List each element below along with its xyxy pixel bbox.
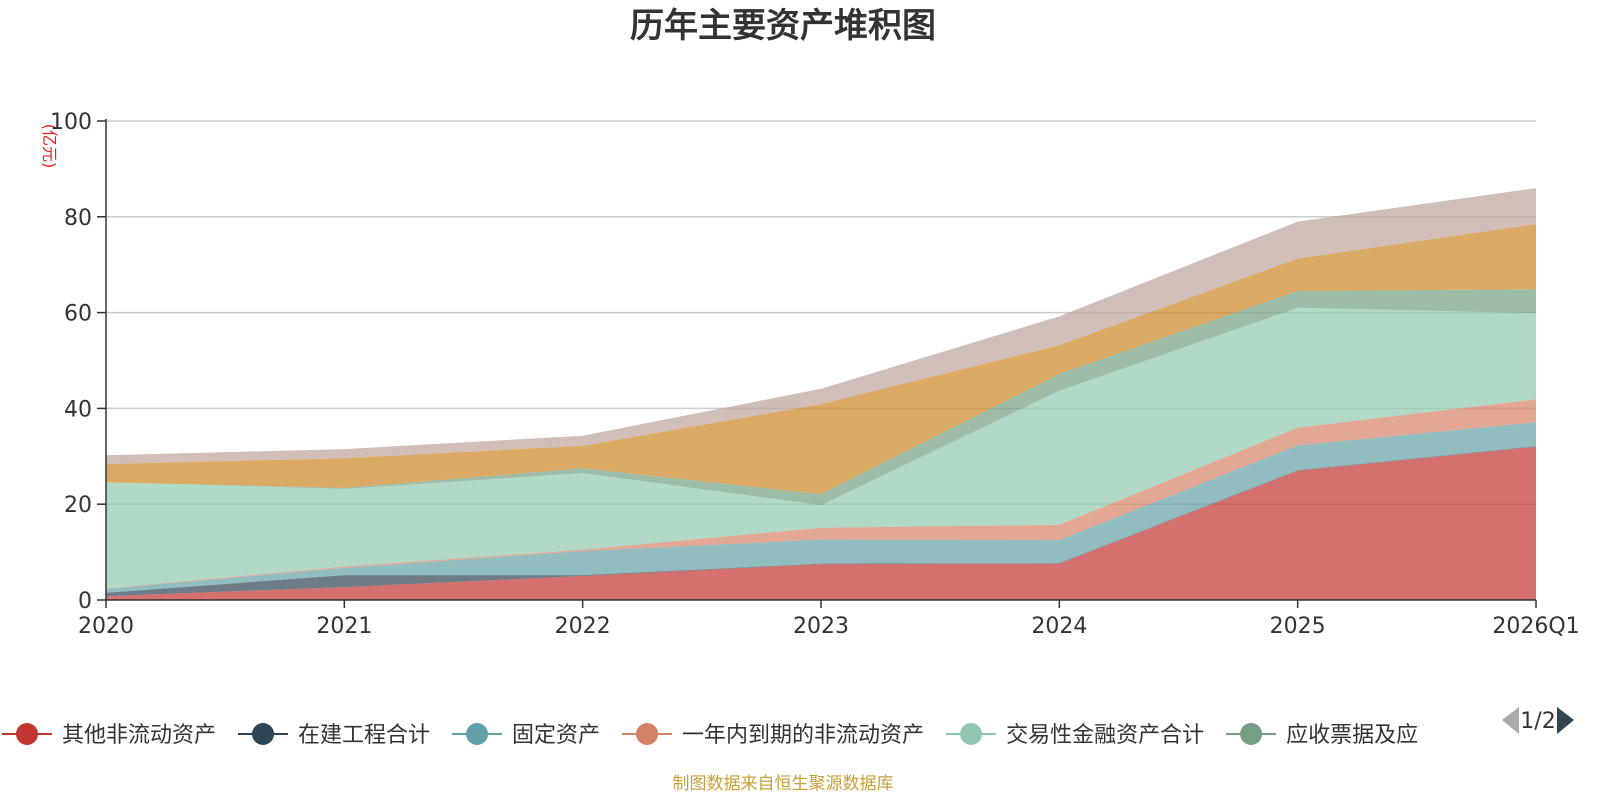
axes: 0 20 40 60 80 100 2020 2021 2022 2023 2024 2025 2026… (50, 110, 1580, 639)
legend-marker-0 (16, 723, 38, 745)
x-tick-label-4: 2024 (1031, 614, 1087, 639)
area-series-4 (106, 307, 1536, 589)
y-tick-label-100: 100 (50, 110, 92, 135)
y-tick-label-0: 0 (78, 589, 92, 614)
legend-pager: 1/2 (1502, 707, 1574, 734)
x-tick-label-3: 2023 (793, 614, 849, 639)
legend-label-3: 一年内到期的非流动资产 (682, 723, 924, 748)
area-series-3 (106, 399, 1536, 589)
legend-label-0: 其他非流动资产 (62, 723, 216, 748)
legend-label-2: 固定资产 (512, 723, 600, 748)
x-tick-label-6: 2026Q1 (1492, 614, 1579, 639)
x-tick-label-2: 2022 (555, 614, 611, 639)
area-series-2 (106, 422, 1536, 593)
y-axis-unit: (亿元) (40, 124, 59, 169)
legend-marker-3 (636, 723, 659, 745)
y-tick-label-20: 20 (64, 493, 92, 518)
legend-marker-1 (252, 723, 275, 745)
legend: 其他非流动资产 在建工程合计 固定资产 一年内到期的非流动资产 交易性金融资产合计 应收票… (2, 723, 1418, 748)
x-tick-label-0: 2020 (78, 614, 134, 639)
area-series-6 (106, 224, 1536, 495)
y-tick-label-40: 40 (64, 397, 92, 422)
area-series-0 (106, 446, 1536, 600)
legend-label-5: 应收票据及应 (1286, 723, 1418, 748)
legend-marker-5 (1240, 723, 1263, 745)
legend-next-icon[interactable] (1557, 707, 1574, 734)
legend-marker-4 (960, 723, 983, 745)
legend-label-1: 在建工程合计 (298, 723, 430, 748)
y-tick-label-80: 80 (64, 206, 92, 231)
legend-label-4: 交易性金融资产合计 (1006, 723, 1204, 748)
legend-prev-icon[interactable] (1502, 707, 1519, 734)
series-areas (106, 188, 1536, 600)
chart-title: 历年主要资产堆积图 (630, 6, 936, 46)
y-tick-label-60: 60 (64, 302, 92, 327)
x-tick-label-1: 2021 (316, 614, 372, 639)
x-tick-label-5: 2025 (1270, 614, 1326, 639)
area-series-7 (106, 188, 1536, 464)
legend-page-indicator: 1/2 (1520, 709, 1555, 734)
data-source-note: 制图数据来自恒生聚源数据库 (673, 774, 894, 794)
area-series-5 (106, 289, 1536, 506)
legend-marker-2 (466, 723, 489, 745)
